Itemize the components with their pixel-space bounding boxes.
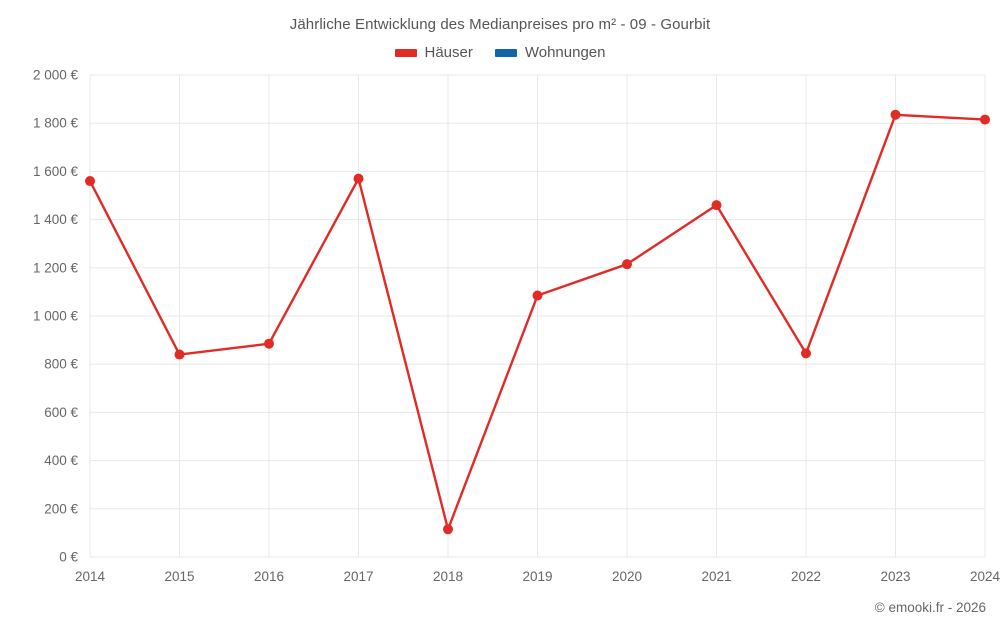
y-tick-label: 600 € [44, 405, 78, 420]
data-point[interactable] [622, 259, 632, 270]
data-point[interactable] [890, 109, 901, 120]
y-tick-label: 2 000 € [33, 68, 79, 83]
legend-item-wohnungen[interactable]: Wohnungen [494, 44, 606, 61]
x-tick-label: 2020 [612, 569, 642, 584]
data-point[interactable] [85, 176, 95, 187]
x-tick-label: 2019 [522, 569, 552, 584]
series-points-hauser [85, 109, 990, 535]
legend-swatch-icon-hauser [394, 48, 417, 57]
x-tick-label: 2017 [343, 569, 373, 584]
data-point[interactable] [801, 348, 811, 359]
y-tick-label: 1 400 € [33, 212, 79, 227]
y-tick-label: 400 € [44, 453, 78, 468]
data-point[interactable] [443, 524, 453, 535]
y-tick-label: 1 000 € [33, 309, 79, 324]
y-tick-label: 0 € [59, 550, 78, 565]
page-title: Jährliche Entwicklung des Medianpreises … [289, 16, 711, 33]
legend-label-hauser: Häuser [424, 44, 473, 61]
y-tick-label: 1 800 € [33, 116, 79, 131]
legend-label-wohnungen: Wohnungen [524, 44, 606, 61]
data-point[interactable] [980, 114, 990, 125]
x-tick-label: 2014 [75, 569, 106, 584]
x-tick-label: 2021 [701, 569, 731, 584]
copyright-credit: © emooki.fr - 2026 [874, 600, 986, 615]
y-tick-label: 800 € [44, 357, 78, 372]
data-point[interactable] [264, 338, 274, 349]
x-tick-label: 2022 [791, 569, 821, 584]
x-tick-label: 2023 [880, 569, 910, 584]
data-point[interactable] [532, 290, 543, 301]
data-point[interactable] [711, 200, 722, 211]
y-tick-label: 1 200 € [33, 260, 79, 275]
legend-item-hauser[interactable]: Häuser [394, 44, 473, 61]
chart-legend: Häuser Wohnungen [0, 44, 1000, 61]
data-point[interactable] [174, 349, 185, 360]
y-tick-label: 200 € [44, 501, 78, 516]
x-tick-label: 2024 [970, 569, 1000, 584]
legend-swatch-icon-wohnungen [494, 48, 517, 57]
x-axis-labels: 2014 2015 2016 2017 2018 2019 2020 2021 2022 2023… [75, 569, 1000, 584]
x-tick-label: 2018 [433, 569, 463, 584]
x-tick-label: 2016 [254, 569, 284, 584]
data-point[interactable] [353, 173, 364, 184]
y-axis-labels: 0 € 200 € 400 € 600 € 800 € 1 000 € 1 200 € 1 4… [33, 68, 79, 565]
x-gridlines [89, 75, 986, 557]
x-tick-label: 2015 [164, 569, 194, 584]
y-tick-label: 1 600 € [33, 164, 79, 179]
